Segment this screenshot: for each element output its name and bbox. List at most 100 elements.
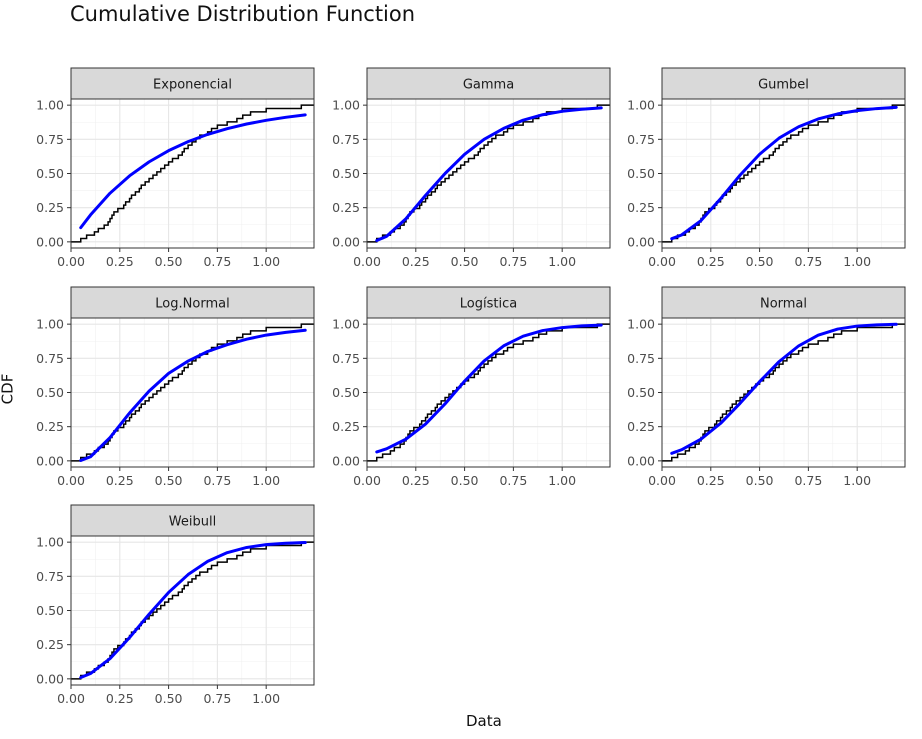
x-tick-label: 1.00 (548, 473, 576, 488)
y-tick-label: 0.00 (627, 453, 655, 468)
ecdf-step-line (71, 104, 314, 243)
facet-panel-weibull: Weibull 0.00 0.25 0.50 0.75 1.00 0.00 0.25 0.50 0… (36, 504, 315, 706)
x-tick-label: 0.00 (57, 254, 85, 269)
x-tick-label: 0.25 (106, 473, 134, 488)
x-tick-label: 0.50 (155, 473, 183, 488)
fitted-cdf-line (670, 105, 898, 241)
x-tick-label: 0.00 (648, 254, 676, 269)
facet-strip-label: Weibull (169, 515, 216, 530)
x-tick-label: 0.75 (794, 254, 822, 269)
y-tick-label: 0.00 (332, 453, 360, 468)
x-tick-label: 0.75 (203, 473, 231, 488)
facet-strip (70, 286, 315, 319)
facet-panel-log-normal: Log.Normal 0.00 0.25 0.50 0.75 1.00 0.00 0.25 0.… (36, 286, 315, 488)
x-tick-label: 0.50 (451, 473, 479, 488)
x-tick-label: 1.00 (548, 254, 576, 269)
facet-strip-label: Gumbel (758, 78, 809, 93)
y-tick-label: 1.00 (627, 317, 655, 332)
y-tick-label: 1.00 (36, 98, 64, 113)
x-tick-label: 0.25 (106, 254, 134, 269)
y-tick-label: 1.00 (332, 98, 360, 113)
y-tick-label: 0.25 (36, 637, 64, 652)
facet-strip (661, 67, 906, 100)
x-tick-label: 0.00 (57, 473, 85, 488)
panel-border (70, 98, 315, 249)
facet-panel-gamma: Gamma 0.00 0.25 0.50 0.75 1.00 0.00 0.25 0.50 0.7… (332, 67, 611, 269)
y-tick-label: 0.50 (627, 166, 655, 181)
x-tick-label: 0.00 (57, 691, 85, 706)
y-tick-label: 0.50 (36, 385, 64, 400)
y-tick-label: 0.50 (332, 166, 360, 181)
facet-strip (366, 286, 611, 319)
panel-border (661, 98, 906, 249)
panel-border (366, 317, 611, 468)
fitted-cdf-line (670, 322, 898, 455)
facet-strip-label: Log.Normal (155, 297, 229, 312)
x-tick-label: 0.25 (697, 473, 725, 488)
panel-border (70, 317, 315, 468)
x-tick-label: 0.00 (353, 473, 381, 488)
x-tick-label: 0.75 (203, 254, 231, 269)
ecdf-step-line (71, 541, 314, 680)
facet-panel-gumbel: Gumbel 0.00 0.25 0.50 0.75 1.00 0.00 0.25 0.50 0.… (627, 67, 906, 269)
x-tick-label: 1.00 (843, 254, 871, 269)
y-tick-label: 0.75 (36, 132, 64, 147)
x-tick-label: 0.75 (203, 691, 231, 706)
y-tick-label: 0.50 (627, 385, 655, 400)
facet-panel-normal: Normal 0.00 0.25 0.50 0.75 1.00 0.00 0.25 0.50 0.… (627, 286, 906, 488)
fitted-cdf-line (375, 323, 603, 454)
panel-border (366, 98, 611, 249)
y-tick-label: 1.00 (332, 317, 360, 332)
x-tick-label: 0.75 (499, 473, 527, 488)
y-tick-label: 0.00 (36, 671, 64, 686)
y-tick-label: 0.50 (36, 166, 64, 181)
chart-title: Cumulative Distribution Function (70, 2, 416, 26)
facet-strip-label: Exponencial (153, 78, 232, 93)
panel-border (661, 317, 906, 468)
y-tick-label: 1.00 (36, 535, 64, 550)
x-tick-label: 1.00 (252, 254, 280, 269)
y-tick-label: 0.75 (36, 569, 64, 584)
x-tick-label: 0.00 (648, 473, 676, 488)
facet-strip-label: Normal (760, 297, 807, 312)
fitted-cdf-line (79, 541, 307, 679)
y-tick-label: 1.00 (36, 317, 64, 332)
x-tick-label: 0.50 (746, 473, 774, 488)
x-tick-label: 0.50 (746, 254, 774, 269)
y-tick-label: 0.25 (36, 419, 64, 434)
y-tick-label: 0.50 (332, 385, 360, 400)
x-tick-label: 0.50 (451, 254, 479, 269)
y-tick-label: 0.25 (36, 200, 64, 215)
x-tick-label: 0.50 (155, 254, 183, 269)
y-tick-label: 0.50 (36, 603, 64, 618)
y-tick-label: 0.75 (332, 132, 360, 147)
y-tick-label: 0.00 (627, 234, 655, 249)
x-tick-label: 0.25 (697, 254, 725, 269)
x-tick-label: 0.50 (155, 691, 183, 706)
x-tick-label: 1.00 (843, 473, 871, 488)
facet-strip (661, 286, 906, 319)
y-tick-label: 0.25 (332, 200, 360, 215)
y-tick-label: 0.25 (332, 419, 360, 434)
x-tick-label: 0.00 (353, 254, 381, 269)
fitted-cdf-line (375, 106, 603, 242)
y-tick-label: 0.00 (332, 234, 360, 249)
x-tick-label: 0.75 (499, 254, 527, 269)
x-axis-label: Data (466, 712, 502, 730)
facet-strip-label: Logística (460, 297, 517, 312)
y-tick-label: 0.00 (36, 234, 64, 249)
facet-strip (366, 67, 611, 100)
panel-border (70, 535, 315, 686)
x-tick-label: 0.75 (794, 473, 822, 488)
y-tick-label: 0.25 (627, 419, 655, 434)
y-tick-label: 0.75 (627, 351, 655, 366)
y-tick-label: 0.75 (332, 351, 360, 366)
fitted-cdf-line (79, 328, 307, 462)
x-tick-label: 1.00 (252, 473, 280, 488)
x-tick-label: 0.25 (402, 473, 430, 488)
x-tick-label: 0.25 (402, 254, 430, 269)
y-tick-label: 1.00 (627, 98, 655, 113)
facet-strip (70, 67, 315, 100)
y-tick-label: 0.75 (36, 351, 64, 366)
